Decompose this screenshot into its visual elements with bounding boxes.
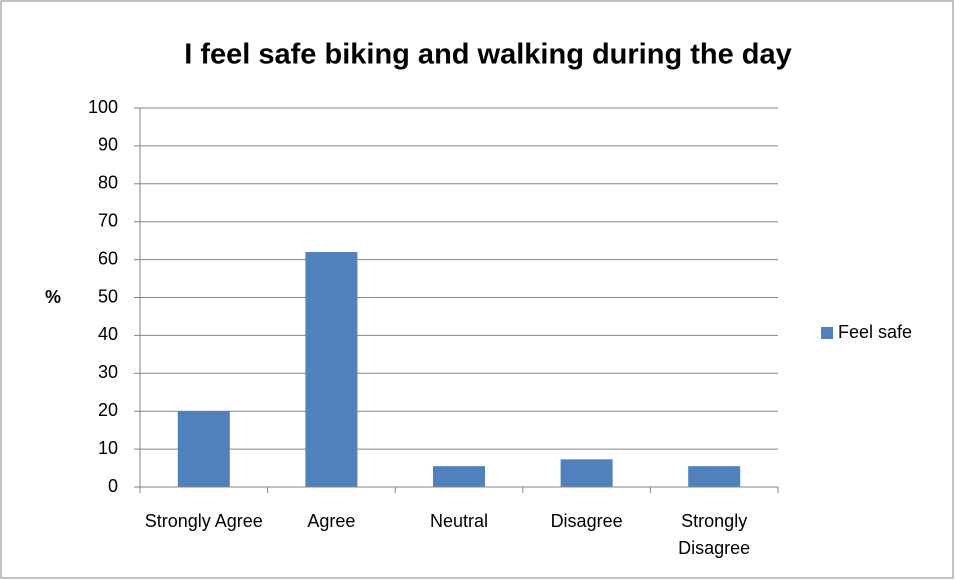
x-tick-label: Strongly Agree (144, 511, 263, 531)
y-tick-label: 40 (98, 324, 118, 344)
x-tick-label: Agree (307, 511, 356, 531)
y-tick-label: 100 (88, 97, 118, 117)
legend-label: Feel safe (838, 322, 912, 342)
y-tick-label: 80 (98, 173, 118, 193)
x-tick-label: Strongly Disagree (678, 511, 751, 558)
y-tick-label: 30 (98, 362, 118, 382)
y-tick-label: 0 (108, 476, 118, 496)
y-tick-label: 20 (98, 400, 118, 420)
bar (433, 466, 485, 487)
y-tick-label: 10 (98, 438, 118, 458)
bar (688, 466, 741, 487)
legend-swatch (821, 327, 833, 339)
bar (305, 252, 358, 487)
y-tick-label: 70 (98, 210, 118, 230)
x-tick-label: Disagree (550, 511, 623, 531)
bar (560, 459, 613, 487)
y-tick-label: 90 (98, 135, 118, 155)
y-tick-label: 60 (98, 248, 118, 268)
chart-title: I feel safe biking and walking during th… (184, 39, 792, 71)
x-tick-label: Neutral (429, 511, 489, 531)
y-tick-label: 50 (98, 286, 118, 306)
bar (177, 411, 230, 487)
y-axis-label: % (45, 287, 61, 307)
